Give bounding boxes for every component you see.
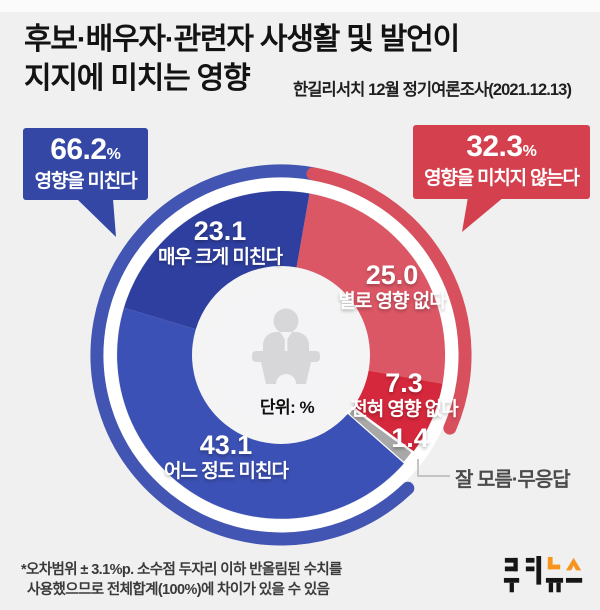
white-separator-ring [103, 177, 459, 533]
slice-name: 별로 영향 없다 [338, 291, 446, 312]
podium-speaker-icon [252, 308, 320, 394]
top-border-strip [0, 0, 600, 12]
donut-segments [117, 191, 446, 519]
unit-note: 단위: % [259, 398, 315, 417]
callout-affects: 66.2% 영향을 미친다 [23, 128, 148, 200]
percent-sign: % [522, 143, 537, 160]
inner-highlight-ring [192, 266, 370, 444]
donut-segment-3 [117, 307, 404, 519]
slice-value: 43.1 [199, 430, 253, 460]
page-title-line1: 후보·배우자·관련자 사생활 및 발언이 [24, 23, 460, 56]
kukinews-logo [503, 556, 583, 593]
donut-segment-1 [352, 370, 443, 453]
slice-value: 1.4 [391, 423, 429, 453]
slice-label-some-effect: 43.1 어느 정도 미친다 [164, 430, 289, 484]
callout-label: 영향을 미치지 않는다 [424, 168, 580, 189]
slice-name: 전혀 영향 없다 [350, 399, 458, 420]
callout-value-row: 32.3% [413, 130, 590, 168]
callout-label: 영향을 미친다 [34, 171, 138, 192]
survey-subtitle: 한길리서치 12월 정기여론조사(2021.12.13) [293, 81, 572, 99]
donut-segment-0 [296, 193, 446, 384]
blue-bubble-tail [77, 199, 116, 237]
callout-not-affects: 32.3% 영향을 미치지 않는다 [413, 125, 590, 199]
callout-value: 66.2 [50, 133, 107, 166]
footnote-line2: 사용했으므로 전체합계(100%)에 차이가 있을 수 있음 [27, 582, 330, 598]
group-arc-1 [306, 167, 472, 435]
page-title: 후보·배우자·관련자 사생활 및 발언이 지지에 미치는 영향 [24, 20, 460, 98]
group-total-arcs [90, 164, 472, 546]
donut-segment-4 [124, 191, 310, 330]
callout-value: 32.3 [466, 130, 523, 163]
slice-value: 23.1 [193, 216, 247, 246]
slice-label-little-effect: 25.0 별로 영향 없다 [338, 260, 446, 314]
percent-sign: % [106, 146, 121, 163]
slice-label-no-effect: 7.3 전혀 영향 없다 [350, 368, 458, 422]
slice-value: 7.3 [385, 368, 423, 398]
footnote: *오차범위 ± 3.1%p. 소수점 두자리 이하 반올림된 수치를 사용했으므… [21, 560, 342, 600]
slice-name: 어느 정도 미친다 [164, 461, 289, 482]
callout-value-row: 66.2% [23, 133, 148, 171]
footnote-line1: *오차범위 ± 3.1%p. 소수점 두자리 이하 반올림된 수치를 [21, 562, 342, 578]
slice-name: 매우 크게 미친다 [158, 247, 283, 268]
group-arc-0 [90, 164, 415, 546]
red-bubble-tail [462, 197, 504, 232]
slice-value: 25.0 [365, 260, 419, 290]
slice-label-big-effect: 23.1 매우 크게 미친다 [158, 216, 283, 270]
dontknow-connector-line [417, 459, 450, 477]
page-title-line2: 지지에 미치는 영향 [24, 62, 251, 95]
dontknow-label: 잘 모름·무응답 [455, 469, 571, 491]
slice-label-dontknow-value: 1.4 [391, 423, 429, 453]
